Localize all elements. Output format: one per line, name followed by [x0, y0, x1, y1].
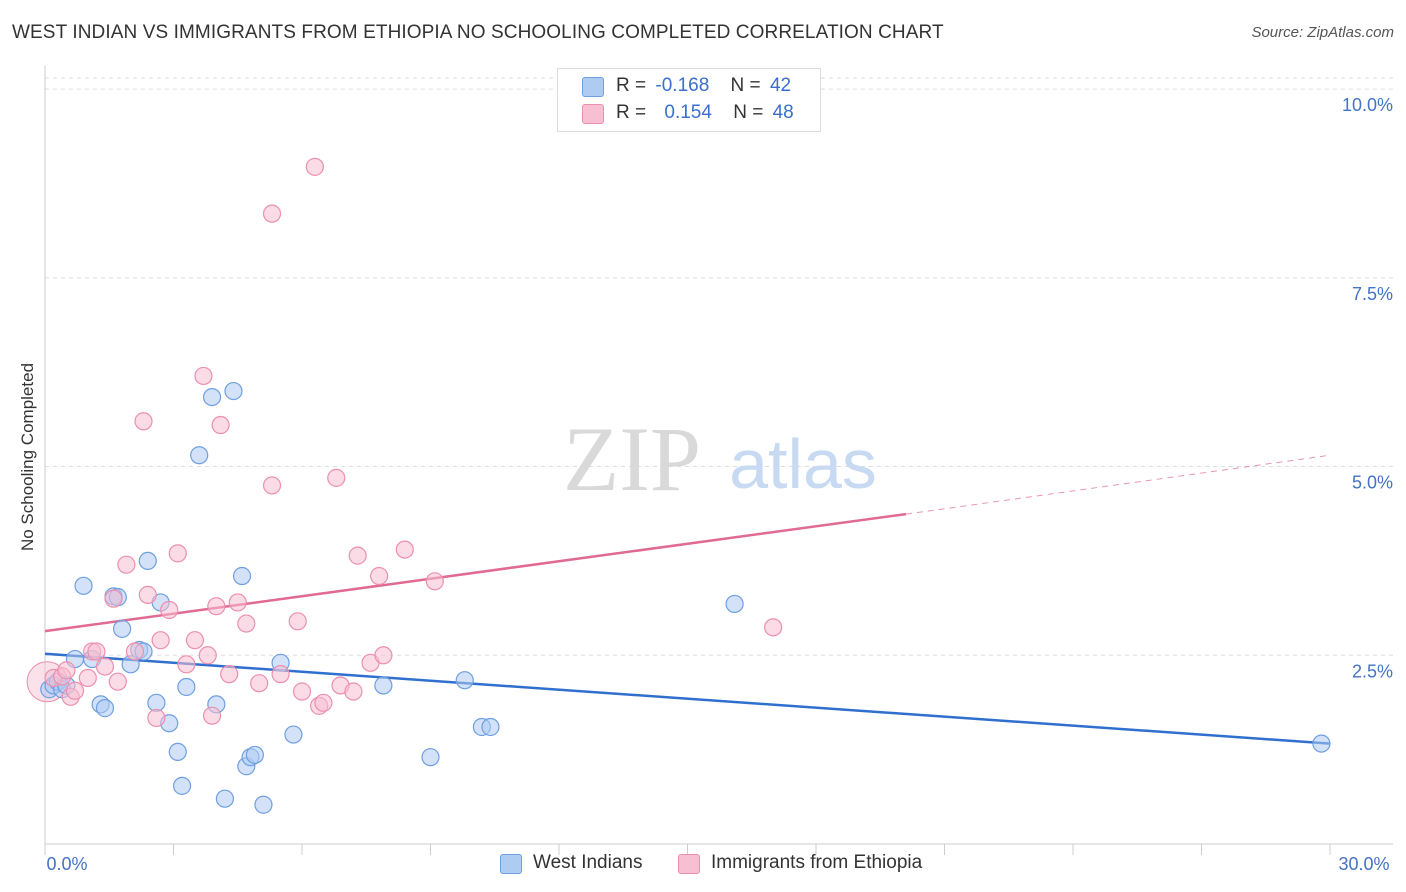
data-point-ethiopia — [185, 631, 205, 650]
data-point-west-indians — [177, 677, 196, 697]
legend-n-label: N = — [733, 102, 764, 123]
trend-line-west-indians — [44, 652, 1331, 745]
correlation-legend: R = -0.168 N = 42 R = 0.154 N = 48 — [557, 68, 821, 132]
data-point-ethiopia — [327, 468, 346, 487]
data-point-west-indians — [215, 789, 234, 808]
chart-title: WEST INDIAN VS IMMIGRANTS FROM ETHIOPIA … — [12, 22, 944, 43]
data-point-ethiopia — [305, 157, 324, 176]
y-tick-label: 5.0% — [1352, 473, 1393, 493]
data-point-ethiopia — [147, 708, 166, 728]
data-point-west-indians — [138, 551, 157, 571]
data-point-ethiopia — [228, 593, 247, 612]
data-point-west-indians — [1312, 734, 1331, 753]
data-point-ethiopia — [211, 415, 230, 435]
x-tick-labels: 0.0% 30.0% — [46, 854, 1389, 874]
y-tick-label: 2.5% — [1352, 661, 1393, 681]
data-point-west-indians — [232, 566, 252, 586]
data-point-ethiopia — [108, 672, 127, 691]
data-point-ethiopia — [117, 555, 136, 574]
legend-r-value: 0.154 — [664, 102, 712, 123]
data-point-west-indians — [224, 381, 243, 401]
data-point-ethiopia — [134, 412, 153, 431]
data-point-ethiopia — [57, 661, 76, 680]
legend-n-value: 48 — [772, 102, 794, 123]
legend-label-ethiopia: Immigrants from Ethiopia — [711, 852, 923, 873]
data-point-west-indians — [74, 576, 93, 595]
data-point-west-indians — [172, 776, 192, 795]
watermark-zip: ZIP — [563, 408, 701, 510]
data-point-ethiopia — [220, 665, 239, 684]
data-point-west-indians — [374, 676, 393, 695]
data-point-west-indians — [147, 693, 166, 712]
y-tick-label: 7.5% — [1352, 284, 1393, 304]
data-point-west-indians — [254, 795, 273, 814]
source-label: Source: ZipAtlas.com — [1251, 24, 1394, 41]
trend-line-ethiopia-extrapolated — [905, 454, 1331, 515]
legend-swatch-pink — [582, 104, 604, 124]
data-point-west-indians — [481, 717, 500, 737]
legend-n-label: N = — [730, 75, 761, 96]
data-point-west-indians — [455, 671, 474, 690]
data-point-ethiopia — [194, 366, 213, 386]
data-point-ethiopia — [87, 642, 106, 661]
legend-swatch-pink — [678, 854, 700, 874]
y-tick-label: 10.0% — [1342, 95, 1393, 115]
data-point-ethiopia — [104, 589, 123, 608]
data-point-ethiopia — [370, 566, 389, 586]
data-point-ethiopia — [250, 674, 269, 693]
axes — [44, 66, 1393, 855]
data-point-ethiopia — [314, 693, 333, 712]
data-point-ethiopia — [202, 706, 222, 725]
data-point-ethiopia — [95, 657, 115, 676]
data-point-ethiopia — [151, 631, 170, 650]
data-point-west-indians — [168, 742, 187, 762]
data-point-ethiopia — [348, 546, 367, 565]
data-point-ethiopia — [198, 646, 217, 665]
data-point-ethiopia — [271, 665, 290, 684]
data-point-ethiopia — [177, 655, 196, 674]
trend-lines — [44, 454, 1331, 745]
data-point-west-indians — [284, 725, 303, 744]
watermark-atlas: atlas — [729, 425, 877, 503]
data-point-ethiopia — [262, 204, 282, 223]
legend-r-label: R = — [616, 102, 647, 123]
data-point-ethiopia — [237, 614, 256, 633]
data-point-ethiopia — [292, 682, 312, 701]
legend-r-value: -0.168 — [655, 75, 710, 96]
data-point-ethiopia — [168, 544, 187, 563]
data-point-ethiopia — [138, 585, 157, 604]
data-point-ethiopia — [262, 476, 282, 495]
data-point-west-indians — [95, 699, 115, 718]
legend-swatch-blue — [500, 854, 522, 874]
legend-r-label: R = — [616, 75, 647, 96]
data-point-west-indians — [421, 748, 440, 767]
data-point-west-indians — [202, 387, 222, 407]
data-point-ethiopia — [395, 540, 414, 559]
data-point-ethiopia — [125, 642, 145, 661]
data-point-ethiopia — [78, 668, 97, 688]
watermark: ZIP atlas — [563, 408, 877, 510]
trend-line-ethiopia — [44, 512, 907, 633]
x-tick-label-min: 0.0% — [46, 854, 87, 874]
y-tick-labels: 2.5% 5.0% 7.5% 10.0% — [1342, 95, 1393, 681]
data-point-ethiopia — [207, 597, 226, 616]
data-point-ethiopia — [288, 612, 307, 631]
legend-swatch-blue — [582, 77, 604, 97]
data-point-west-indians — [112, 619, 132, 638]
data-point-ethiopia — [160, 600, 179, 620]
data-point-west-indians — [245, 745, 264, 765]
data-point-ethiopia — [425, 572, 444, 591]
data-point-west-indians — [190, 446, 209, 465]
data-point-ethiopia — [764, 618, 783, 637]
data-point-ethiopia — [65, 681, 85, 700]
legend-label-west-indians: West Indians — [533, 852, 643, 873]
data-point-west-indians — [725, 594, 744, 614]
legend-n-value: 42 — [769, 75, 792, 96]
data-points — [26, 157, 1331, 814]
data-point-ethiopia — [344, 682, 363, 701]
data-point-ethiopia — [374, 646, 393, 665]
x-tick-label-max: 30.0% — [1338, 854, 1389, 874]
